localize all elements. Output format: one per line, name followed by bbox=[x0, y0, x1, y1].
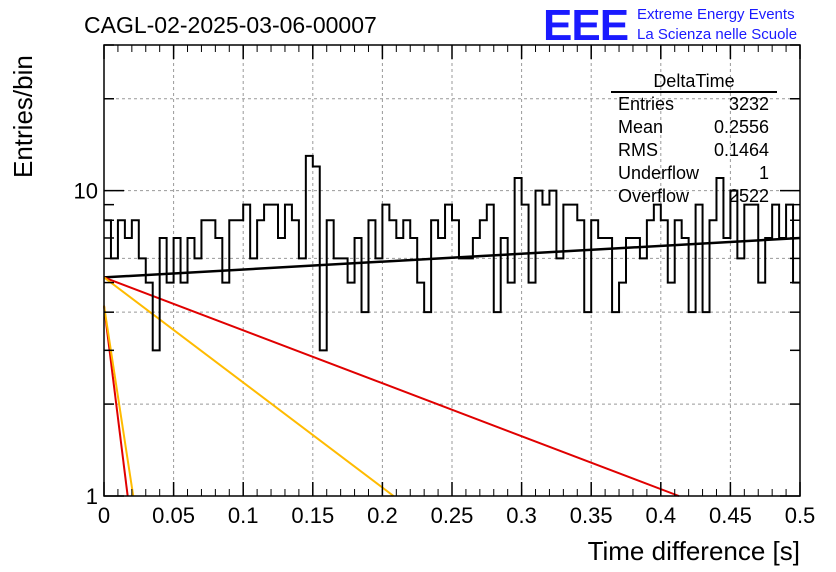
logo-mark: EEE bbox=[543, 1, 628, 50]
y-axis-title: Entries/bin bbox=[8, 55, 38, 178]
fit-curve bbox=[103, 236, 801, 279]
x-tick-label: 0.1 bbox=[228, 503, 259, 528]
stats-value-underflow: 1 bbox=[759, 163, 769, 183]
stats-box: DeltaTime Entries 3232 Mean 0.2556 RMS 0… bbox=[611, 71, 777, 206]
x-tick-label: 0.4 bbox=[646, 503, 677, 528]
y-tick-label: 10 bbox=[74, 179, 98, 204]
run-title: CAGL-02-2025-03-06-00007 bbox=[84, 12, 377, 38]
x-tick-label: 0.3 bbox=[506, 503, 537, 528]
stats-value-rms: 0.1464 bbox=[714, 140, 769, 160]
y-tick-label: 1 bbox=[86, 484, 98, 509]
stats-title: DeltaTime bbox=[653, 71, 734, 91]
x-tick-label: 0.5 bbox=[785, 503, 816, 528]
x-tick-label: 0.15 bbox=[291, 503, 334, 528]
x-tick-label: 0.35 bbox=[570, 503, 613, 528]
fit-curve bbox=[103, 305, 135, 497]
stats-label-underflow: Underflow bbox=[618, 163, 700, 183]
fit-curve bbox=[103, 276, 680, 497]
x-tick-label: 0.25 bbox=[431, 503, 474, 528]
logo-line-1: Extreme Energy Events bbox=[637, 6, 795, 23]
stats-label-overflow: Overflow bbox=[618, 186, 690, 206]
x-tick-label: 0.2 bbox=[367, 503, 398, 528]
eee-logo: EEE Extreme Energy Events La Scienza nel… bbox=[543, 1, 797, 50]
histogram-series bbox=[104, 154, 800, 352]
x-tick-label: 0 bbox=[98, 503, 110, 528]
x-tick-label: 0.45 bbox=[709, 503, 752, 528]
stats-label-mean: Mean bbox=[618, 117, 663, 137]
logo-line-2: La Scienza nelle Scuole bbox=[637, 26, 797, 43]
stats-value-mean: 0.2556 bbox=[714, 117, 769, 137]
x-tick-label: 0.05 bbox=[152, 503, 195, 528]
stats-label-entries: Entries bbox=[618, 94, 674, 114]
x-axis-title: Time difference [s] bbox=[588, 536, 800, 566]
axis-ticks: 0 0.05 0.1 0.15 0.2 0.25 0.3 0.35 0.4 0.45 0.5 1 10 bbox=[74, 44, 816, 528]
fit-curve bbox=[103, 276, 395, 497]
stats-value-overflow: 2522 bbox=[729, 186, 769, 206]
stats-label-rms: RMS bbox=[618, 140, 658, 160]
stats-value-entries: 3232 bbox=[729, 94, 769, 114]
